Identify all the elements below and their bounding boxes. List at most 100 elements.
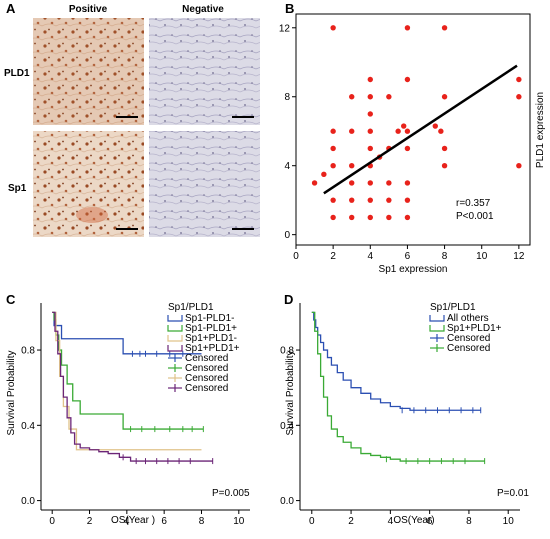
legend-swatch: [167, 335, 183, 342]
col-header-negative: Negative: [182, 4, 224, 15]
legend-swatch: [167, 345, 183, 352]
data-point: [438, 128, 444, 134]
data-point: [349, 197, 355, 203]
data-point: [367, 214, 373, 221]
panel-letter-a: A: [6, 1, 16, 16]
x-tick-label: 0: [293, 251, 299, 262]
data-point: [441, 94, 448, 100]
x-tick-label: 10: [233, 516, 245, 527]
x-tick-label: 8: [199, 516, 205, 527]
data-point: [349, 214, 355, 221]
data-point: [367, 111, 373, 117]
x-tick-label: 10: [503, 516, 515, 527]
ihc-image-sp1-positive: [33, 131, 144, 237]
data-point: [404, 180, 411, 186]
data-point: [367, 197, 373, 203]
data-point: [367, 145, 373, 152]
x-tick-label: 2: [348, 516, 354, 527]
regression-line: [323, 64, 518, 195]
p-value: P=0.005: [212, 488, 250, 499]
panel-letter-c: C: [6, 292, 16, 307]
y-tick-label: 0: [284, 230, 290, 241]
legend-entry: Sp1-PLD1+: [185, 323, 237, 334]
data-point: [404, 76, 411, 83]
row-label-pld1: PLD1: [4, 68, 30, 79]
x-tick-label: 8: [466, 516, 472, 527]
legend-censored-label: Censored: [185, 353, 228, 364]
y-tick-label: 0.8: [280, 346, 294, 357]
data-point: [367, 94, 373, 100]
data-point: [516, 76, 522, 83]
ihc-image-pld1-positive: [33, 18, 144, 125]
x-tick-label: 0: [49, 516, 55, 527]
data-point: [401, 123, 407, 129]
panel-letter-b: B: [285, 1, 294, 16]
plot-frame: [295, 13, 531, 246]
data-point: [386, 197, 392, 203]
x-tick-label: 4: [388, 516, 394, 527]
data-point: [441, 145, 448, 152]
survival-curve: [311, 311, 485, 462]
y-tick-label: 0.8: [21, 346, 35, 357]
survival-curve: [52, 311, 213, 462]
x-tick-label: 6: [427, 516, 433, 527]
legend-censored-label: Censored: [185, 383, 228, 394]
survival-curve: [52, 311, 204, 430]
x-axis-label: Sp1 expression: [379, 264, 448, 275]
y-tick-label: 0.4: [21, 421, 35, 432]
correlation-r: r=0.357: [456, 198, 491, 209]
data-point: [386, 94, 392, 100]
y-tick-label: 12: [279, 23, 291, 34]
legend-entry: Sp1-PLD1-: [185, 313, 234, 324]
data-point: [330, 25, 336, 31]
data-point: [386, 214, 392, 221]
data-point: [386, 180, 392, 186]
data-point: [349, 163, 355, 169]
data-point: [395, 128, 401, 134]
legend-entry: Sp1+PLD1+: [447, 323, 502, 334]
legend-entry: Sp1+PLD1+: [185, 343, 240, 354]
x-tick-label: 12: [513, 251, 525, 262]
data-point: [404, 214, 411, 221]
scatter-chart: 0 2 4 6 8 10 12 0 4 8 12 Sp1 expression PLD1 expre…: [279, 13, 546, 275]
legend-swatch: [429, 325, 445, 332]
data-point: [349, 180, 355, 186]
legend-title: Sp1/PLD1: [430, 302, 476, 313]
data-point: [441, 25, 448, 31]
data-point: [330, 128, 336, 134]
y-tick-label: 4: [284, 161, 290, 172]
data-point: [330, 145, 336, 152]
km-chart-c: 0 2 4 6 8 10 0.0 0.4 0.8 Sp1/PLD1Sp1-PLD1-Sp1-PL…: [6, 302, 250, 527]
legend-swatch: [429, 315, 445, 322]
data-point: [367, 128, 373, 134]
data-point: [404, 128, 411, 134]
data-point: [330, 163, 336, 169]
legend-swatch: [167, 315, 183, 322]
data-point: [311, 180, 318, 186]
y-axis-label: PLD1 expression: [535, 92, 546, 168]
data-point: [516, 163, 522, 169]
data-point: [367, 180, 373, 186]
p-value: P=0.01: [497, 488, 529, 499]
x-tick-label: 4: [124, 516, 130, 527]
y-axis-label: Survival Probability: [6, 350, 17, 435]
x-tick-label: 2: [87, 516, 93, 527]
y-tick-label: 0.4: [280, 421, 294, 432]
legend-censored-label: Censored: [185, 363, 228, 374]
ihc-image-pld1-negative: [149, 18, 260, 125]
x-tick-label: 6: [405, 251, 411, 262]
data-point: [404, 25, 411, 31]
x-tick-label: 8: [442, 251, 448, 262]
legend-entry: Sp1+PLD1-: [185, 333, 237, 344]
p-value: P<0.001: [456, 211, 494, 222]
y-tick-label: 0.0: [280, 496, 294, 507]
legend-entry: All others: [447, 313, 489, 324]
data-point: [321, 171, 327, 178]
data-point: [349, 128, 355, 134]
data-point: [516, 94, 522, 100]
panel-letter-d: D: [284, 292, 293, 307]
data-point: [441, 163, 448, 169]
col-header-positive: Positive: [69, 4, 108, 15]
legend-censored-label: Censored: [185, 373, 228, 384]
